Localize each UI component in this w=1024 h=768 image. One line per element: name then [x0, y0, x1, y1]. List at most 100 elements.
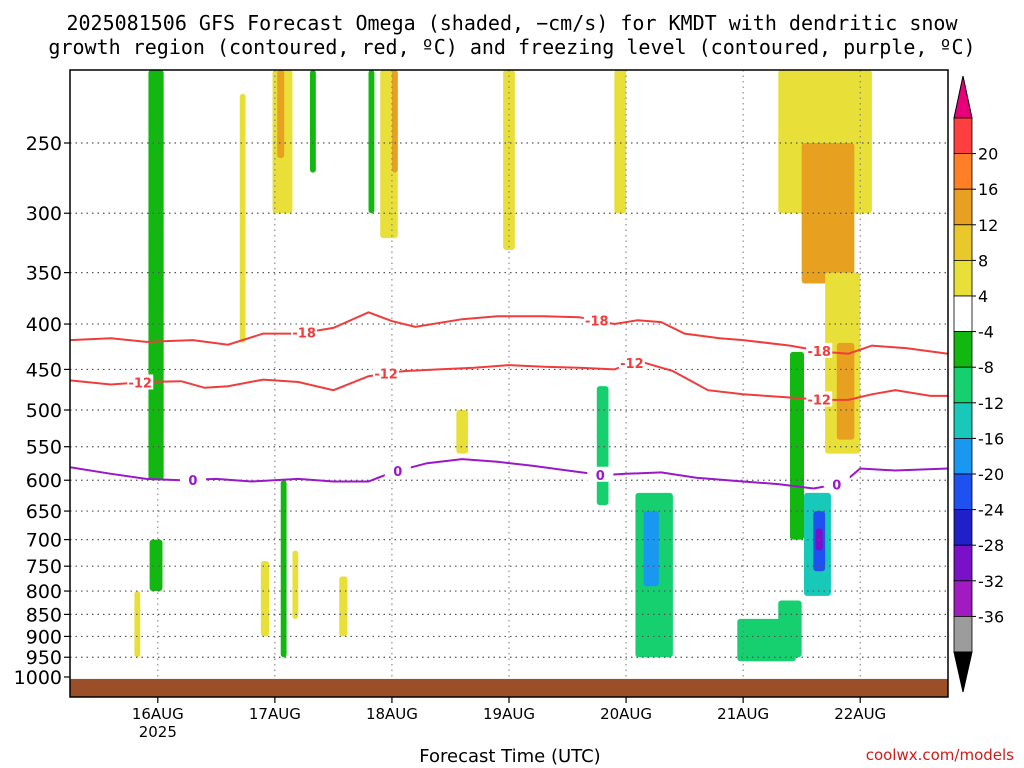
label-minus18-2-bg: [806, 342, 833, 358]
label-minus12-2: -12: [620, 357, 644, 372]
omega-shade-20: [503, 70, 515, 250]
label-freezing-3: 0: [832, 478, 841, 493]
ground-band: [70, 678, 948, 697]
omega-shade-5: [643, 511, 659, 587]
chart-title-line-1: 2025081506 GFS Forecast Omega (shaded, −…: [66, 11, 958, 35]
colorbar-swatch-2: [953, 188, 973, 226]
label-minus12-1-bg: [373, 365, 400, 381]
x-tick-label-22AUG: 22AUG: [834, 705, 886, 723]
colorbar-label-2: 12: [978, 216, 998, 235]
colorbar-swatch-10: [953, 473, 973, 510]
contour-minus12: [70, 359, 948, 401]
omega-shade-29: [134, 591, 141, 658]
y-tick-label-650: 650: [26, 501, 62, 523]
y-tick-label-900: 900: [26, 626, 62, 648]
omega-shade-7: [778, 600, 802, 658]
colorbar-swatch-4: [953, 259, 973, 297]
omega-shade-23: [368, 70, 375, 214]
omega-shade-22: [309, 70, 316, 173]
y-tick-label-950: 950: [26, 647, 62, 669]
colorbar-swatch-13: [953, 580, 973, 617]
omega-shade-3: [596, 386, 609, 506]
colorbar-swatch-8: [953, 402, 973, 439]
y-tick-label-850: 850: [26, 604, 62, 626]
y-tick-label-1000: 1000: [14, 667, 62, 689]
label-freezing-3-bg: [823, 476, 850, 492]
colorbar-top-arrow: [953, 75, 973, 119]
plot-area: -18 -18 -18 -12 -12 -12 -12 0 0 0 0: [70, 70, 948, 697]
colorbar-label-8: -16: [978, 429, 1004, 448]
colorbar-swatch-1: [953, 153, 973, 190]
label-minus18-0-bg: [291, 324, 318, 340]
x-tick-label-21AUG: 21AUG: [717, 705, 769, 723]
colorbar-swatch-7: [953, 366, 973, 404]
chart-title-line-2: growth region (contoured, red, ºC) and f…: [48, 35, 976, 59]
colorbar-bottom-arrow: [953, 651, 973, 693]
label-freezing-1: 0: [393, 465, 402, 480]
omega-shade-2: [280, 480, 287, 658]
label-freezing-1-bg: [384, 462, 411, 478]
colorbar-label-10: -24: [978, 501, 1004, 520]
x-tick-label-20AUG: 20AUG: [600, 705, 652, 723]
y-tick-label-400: 400: [26, 314, 62, 336]
colorbar-swatch-11: [953, 509, 973, 546]
label-minus12-1: -12: [374, 368, 398, 383]
label-minus12-3-bg: [806, 391, 833, 407]
label-minus18-1: -18: [585, 315, 609, 330]
y-tick-label-250: 250: [26, 133, 62, 155]
omega-shade-27: [292, 550, 299, 619]
colorbar-label-11: -28: [978, 536, 1004, 555]
colorbar-label-6: -8: [978, 358, 994, 377]
omega-shade-26: [260, 561, 270, 637]
y-tick-label-700: 700: [26, 530, 62, 552]
colorbar-label-1: 16: [978, 180, 998, 199]
y-tick-label-550: 550: [26, 437, 62, 459]
colorbar-label-13: -36: [978, 607, 1004, 626]
colorbar-label-0: 20: [978, 145, 998, 164]
colorbar-label-5: -4: [978, 323, 994, 342]
site-credit-link[interactable]: coolwx.com/models: [865, 746, 1014, 764]
label-freezing-2: 0: [596, 469, 605, 484]
x-tick-label-18AUG: 18AUG: [366, 705, 418, 723]
omega-shade-21: [614, 70, 627, 214]
colorbar-swatch-12: [953, 544, 973, 582]
label-minus12-0-bg: [127, 374, 154, 390]
label-minus12-2-bg: [618, 354, 645, 370]
y-tick-label-500: 500: [26, 400, 62, 422]
y-tick-label-450: 450: [26, 359, 62, 381]
omega-shade-1: [149, 539, 163, 592]
x-axis-label: Forecast Time (UTC): [419, 746, 601, 767]
label-freezing-2-bg: [587, 466, 614, 482]
omega-shade-17: [277, 70, 285, 159]
label-minus12-0: -12: [128, 376, 152, 391]
omega-shade-28: [339, 576, 348, 637]
colorbar-label-3: 8: [978, 251, 988, 270]
colorbar-label-7: -12: [978, 394, 1004, 413]
colorbar-swatch-9: [953, 437, 973, 475]
colorbar-swatch-14: [953, 616, 973, 653]
omega-shade-24: [239, 93, 246, 343]
colorbar-label-12: -32: [978, 572, 1004, 591]
x-tick-label-19AUG: 19AUG: [483, 705, 535, 723]
x-tick-label-16AUG: 16AUG: [132, 705, 184, 723]
omega-shade-25: [456, 410, 469, 454]
x-tick-label-17AUG: 17AUG: [249, 705, 301, 723]
label-minus12-3: -12: [807, 393, 831, 408]
label-freezing-0: 0: [188, 474, 197, 489]
label-freezing-0-bg: [179, 471, 206, 487]
y-tick-label-300: 300: [26, 203, 62, 225]
label-minus18-0: -18: [292, 327, 316, 342]
omega-shade-19: [391, 70, 398, 173]
y-tick-label-600: 600: [26, 470, 62, 492]
x-tick-sublabel-16AUG: 2025: [139, 723, 177, 741]
colorbar-label-9: -20: [978, 465, 1004, 484]
colorbar-swatch-6: [953, 331, 973, 368]
y-tick-label-750: 750: [26, 556, 62, 578]
label-minus18-2: -18: [807, 345, 831, 360]
y-tick-label-350: 350: [26, 263, 62, 285]
colorbar-swatch-3: [953, 224, 973, 261]
colorbar-swatch-5: [953, 295, 973, 332]
omega-shade-0: [148, 70, 164, 481]
colorbar-label-4: 4: [978, 287, 988, 306]
